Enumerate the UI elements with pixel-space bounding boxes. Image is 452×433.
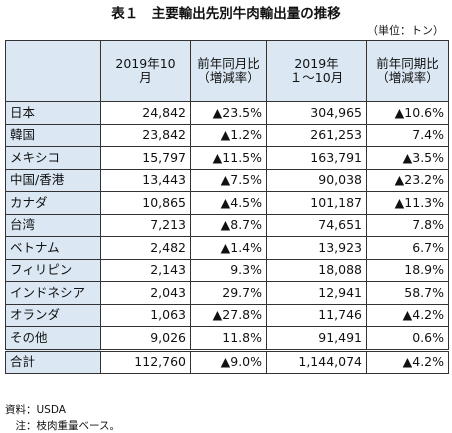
header-row: 2019年10 月前年同月比 （増減率） 2019年 １～10月 前年同期比 （増減率） bbox=[5, 40, 449, 102]
value-cell: ▲23.2% bbox=[366, 168, 449, 192]
header-line: （増減率） bbox=[197, 70, 260, 85]
table-row: その他 9,026 11.8% 91,491 0.6% bbox=[5, 326, 449, 351]
value-cell: 29.7% bbox=[190, 281, 267, 305]
value-cell: 13,443 bbox=[100, 168, 191, 192]
column-header: 前年同期比 （増減率） bbox=[366, 40, 449, 102]
value-cell: 74,651 bbox=[266, 213, 367, 237]
row-label: インドネシア bbox=[5, 281, 101, 305]
header-line: 2019年 bbox=[294, 56, 339, 71]
value-cell: ▲7.5% bbox=[190, 168, 267, 192]
column-header: 前年同月比 （増減率） bbox=[190, 40, 267, 102]
value-cell: 0.6% bbox=[366, 326, 449, 351]
value-cell: 2,482 bbox=[100, 236, 191, 260]
value-cell: 18,088 bbox=[266, 258, 367, 282]
row-label: 中国/香港 bbox=[5, 168, 101, 192]
value-cell: ▲3.5% bbox=[366, 146, 449, 170]
row-label: 韓国 bbox=[5, 123, 101, 147]
table-row: オランダ 1,063 ▲27.8% 11,746 ▲4.2% bbox=[5, 303, 449, 327]
value-cell: 90,038 bbox=[266, 168, 367, 192]
table-row: ベトナム 2,482 ▲1.4% 13,923 6.7% bbox=[5, 236, 449, 260]
value-cell: ▲10.6% bbox=[366, 101, 449, 125]
row-label: 合計 bbox=[5, 348, 101, 374]
row-label: カナダ bbox=[5, 191, 101, 215]
table-row: 台湾 7,213 ▲8.7% 74,651 7.8% bbox=[5, 213, 449, 237]
value-cell: ▲1.2% bbox=[190, 123, 267, 147]
header-line: 前年同月比 bbox=[197, 56, 260, 71]
value-cell: 13,923 bbox=[266, 236, 367, 260]
table-body: 日本 24,842 ▲23.5% 304,965 ▲10.6% 韓国 23,842 ▲1.2%… bbox=[5, 101, 449, 374]
value-cell: 15,797 bbox=[100, 146, 191, 170]
table-row: カナダ 10,865 ▲4.5% 101,187 ▲11.3% bbox=[5, 191, 449, 215]
value-cell: 1,144,074 bbox=[266, 348, 367, 374]
value-cell: 163,791 bbox=[266, 146, 367, 170]
value-cell: 112,760 bbox=[100, 348, 191, 374]
total-row: 合計 112,760 ▲9.0% 1,144,074 ▲4.2% bbox=[5, 348, 449, 374]
row-label: ベトナム bbox=[5, 236, 101, 260]
column-header: 2019年 １～10月 bbox=[266, 40, 367, 102]
column-header bbox=[5, 40, 101, 102]
value-cell: 7,213 bbox=[100, 213, 191, 237]
value-cell: 7.4% bbox=[366, 123, 449, 147]
export-table: 2019年10 月前年同月比 （増減率） 2019年 １～10月 前年同期比 （増減率） 日… bbox=[5, 40, 449, 374]
value-cell: 6.7% bbox=[366, 236, 449, 260]
header-line: 月 bbox=[139, 70, 152, 85]
value-cell: 9,026 bbox=[100, 326, 191, 351]
value-cell: 2,043 bbox=[100, 281, 191, 305]
value-cell: ▲23.5% bbox=[190, 101, 267, 125]
header-line: １～10月 bbox=[289, 70, 344, 85]
value-cell: 12,941 bbox=[266, 281, 367, 305]
row-label: フィリピン bbox=[5, 258, 101, 282]
value-cell: 10,865 bbox=[100, 191, 191, 215]
value-cell: ▲4.5% bbox=[190, 191, 267, 215]
value-cell: ▲1.4% bbox=[190, 236, 267, 260]
note: 注：枝肉重量ベース。 bbox=[5, 420, 120, 432]
source: 資料：USDA bbox=[5, 404, 66, 416]
row-label: その他 bbox=[5, 326, 101, 351]
row-label: オランダ bbox=[5, 303, 101, 327]
value-cell: ▲9.0% bbox=[190, 348, 267, 374]
value-cell: 24,842 bbox=[100, 101, 191, 125]
table-row: 韓国 23,842 ▲1.2% 261,253 7.4% bbox=[5, 123, 449, 147]
value-cell: ▲4.2% bbox=[366, 348, 449, 374]
value-cell: 2,143 bbox=[100, 258, 191, 282]
value-cell: 7.8% bbox=[366, 213, 449, 237]
value-cell: 91,491 bbox=[266, 326, 367, 351]
value-cell: ▲8.7% bbox=[190, 213, 267, 237]
value-cell: ▲11.5% bbox=[190, 146, 267, 170]
header-line: 前年同期比 bbox=[376, 56, 439, 71]
table-row: 中国/香港 13,443 ▲7.5% 90,038 ▲23.2% bbox=[5, 168, 449, 192]
row-label: 日本 bbox=[5, 101, 101, 125]
table-row: インドネシア 2,043 29.7% 12,941 58.7% bbox=[5, 281, 449, 305]
value-cell: ▲11.3% bbox=[366, 191, 449, 215]
value-cell: 101,187 bbox=[266, 191, 367, 215]
value-cell: 11,746 bbox=[266, 303, 367, 327]
value-cell: 18.9% bbox=[366, 258, 449, 282]
unit-note: （単位：トン） bbox=[367, 24, 444, 37]
value-cell: 11.8% bbox=[190, 326, 267, 351]
table-row: フィリピン 2,143 9.3% 18,088 18.9% bbox=[5, 258, 449, 282]
header-line: 2019年10 bbox=[115, 56, 176, 71]
value-cell: 23,842 bbox=[100, 123, 191, 147]
header-line: （増減率） bbox=[376, 70, 439, 85]
value-cell: 261,253 bbox=[266, 123, 367, 147]
value-cell: 304,965 bbox=[266, 101, 367, 125]
column-header: 2019年10 月 bbox=[100, 40, 191, 102]
row-label: メキシコ bbox=[5, 146, 101, 170]
table-row: メキシコ 15,797 ▲11.5% 163,791 ▲3.5% bbox=[5, 146, 449, 170]
row-label: 台湾 bbox=[5, 213, 101, 237]
value-cell: ▲27.8% bbox=[190, 303, 267, 327]
value-cell: 9.3% bbox=[190, 258, 267, 282]
table-row: 日本 24,842 ▲23.5% 304,965 ▲10.6% bbox=[5, 101, 449, 125]
value-cell: ▲4.2% bbox=[366, 303, 449, 327]
title: 表１ 主要輸出先別牛肉輸出量の推移 bbox=[111, 6, 341, 22]
value-cell: 1,063 bbox=[100, 303, 191, 327]
value-cell: 58.7% bbox=[366, 281, 449, 305]
